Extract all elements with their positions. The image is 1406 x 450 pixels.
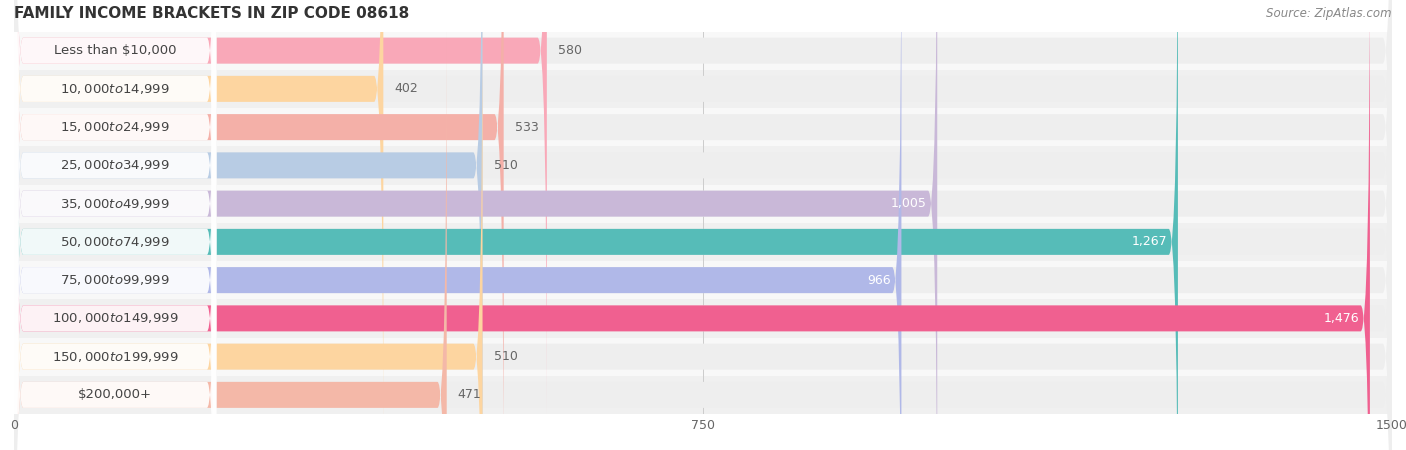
- FancyBboxPatch shape: [14, 0, 1392, 450]
- FancyBboxPatch shape: [14, 0, 217, 450]
- FancyBboxPatch shape: [14, 0, 503, 450]
- Bar: [14, 184, 1392, 223]
- FancyBboxPatch shape: [14, 0, 1369, 450]
- FancyBboxPatch shape: [14, 0, 482, 450]
- FancyBboxPatch shape: [14, 0, 1392, 450]
- Text: $150,000 to $199,999: $150,000 to $199,999: [52, 350, 179, 364]
- FancyBboxPatch shape: [14, 0, 1392, 420]
- Text: $100,000 to $149,999: $100,000 to $149,999: [52, 311, 179, 325]
- FancyBboxPatch shape: [14, 25, 217, 450]
- Text: $50,000 to $74,999: $50,000 to $74,999: [60, 235, 170, 249]
- FancyBboxPatch shape: [14, 0, 1392, 450]
- Text: 510: 510: [494, 159, 517, 172]
- FancyBboxPatch shape: [14, 0, 1178, 450]
- FancyBboxPatch shape: [14, 0, 1392, 450]
- Bar: [14, 32, 1392, 70]
- Text: 471: 471: [458, 388, 481, 401]
- FancyBboxPatch shape: [14, 0, 217, 450]
- Bar: [14, 261, 1392, 299]
- Text: $35,000 to $49,999: $35,000 to $49,999: [60, 197, 170, 211]
- Bar: [14, 338, 1392, 376]
- FancyBboxPatch shape: [14, 0, 901, 450]
- Text: FAMILY INCOME BRACKETS IN ZIP CODE 08618: FAMILY INCOME BRACKETS IN ZIP CODE 08618: [14, 5, 409, 21]
- FancyBboxPatch shape: [14, 0, 217, 450]
- FancyBboxPatch shape: [14, 25, 447, 450]
- FancyBboxPatch shape: [14, 0, 384, 450]
- FancyBboxPatch shape: [14, 0, 547, 420]
- Text: 510: 510: [494, 350, 517, 363]
- Text: $10,000 to $14,999: $10,000 to $14,999: [60, 82, 170, 96]
- Text: $15,000 to $24,999: $15,000 to $24,999: [60, 120, 170, 134]
- Text: 1,267: 1,267: [1132, 235, 1167, 248]
- FancyBboxPatch shape: [14, 25, 1392, 450]
- Bar: [14, 70, 1392, 108]
- Text: 580: 580: [558, 44, 582, 57]
- FancyBboxPatch shape: [14, 0, 1392, 450]
- Text: $75,000 to $99,999: $75,000 to $99,999: [60, 273, 170, 287]
- Text: 402: 402: [394, 82, 418, 95]
- Text: $25,000 to $34,999: $25,000 to $34,999: [60, 158, 170, 172]
- Text: 966: 966: [866, 274, 890, 287]
- FancyBboxPatch shape: [14, 0, 938, 450]
- Bar: [14, 223, 1392, 261]
- FancyBboxPatch shape: [14, 0, 217, 450]
- Text: 1,476: 1,476: [1323, 312, 1358, 325]
- FancyBboxPatch shape: [14, 0, 217, 450]
- FancyBboxPatch shape: [14, 0, 217, 450]
- FancyBboxPatch shape: [14, 0, 1392, 450]
- Bar: [14, 108, 1392, 146]
- Bar: [14, 146, 1392, 184]
- Bar: [14, 299, 1392, 338]
- FancyBboxPatch shape: [14, 0, 217, 420]
- FancyBboxPatch shape: [14, 0, 482, 450]
- FancyBboxPatch shape: [14, 0, 217, 450]
- Text: Less than $10,000: Less than $10,000: [53, 44, 176, 57]
- FancyBboxPatch shape: [14, 0, 1392, 450]
- FancyBboxPatch shape: [14, 0, 1392, 450]
- Text: $200,000+: $200,000+: [79, 388, 152, 401]
- Text: Source: ZipAtlas.com: Source: ZipAtlas.com: [1267, 7, 1392, 20]
- Bar: [14, 376, 1392, 414]
- Text: 1,005: 1,005: [890, 197, 927, 210]
- FancyBboxPatch shape: [14, 0, 217, 450]
- Text: 533: 533: [515, 121, 538, 134]
